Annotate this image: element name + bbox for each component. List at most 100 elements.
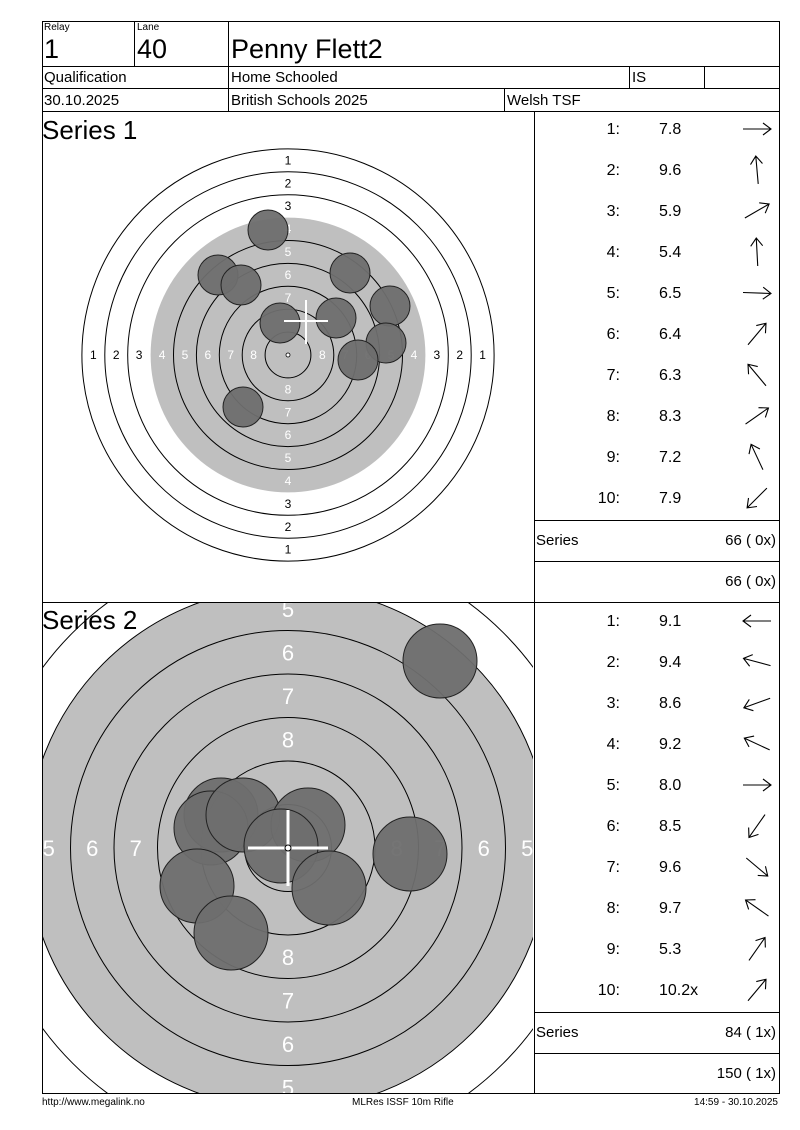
shot-hole [243,808,319,884]
shot-value: 9.7 [659,900,682,917]
direction-n-icon [750,155,763,184]
series-1-total: 66 ( 0x) [725,532,776,549]
series-2-total: 84 ( 1x) [725,1024,776,1041]
shot-value: 9.4 [659,654,682,671]
shot-value: 6.3 [659,367,682,384]
shot-hole [369,285,411,327]
shot-hole [402,623,478,699]
ring-label: 6 [282,640,294,665]
target-2-group: 4444555566667777888 [43,603,533,1093]
ring-label: 5 [285,245,292,259]
shot-hole [329,252,371,294]
ring-label: 5 [282,603,294,622]
ring-label: 3 [136,348,143,362]
date: 30.10.2025 [44,92,120,109]
shot-value: 9.6 [659,859,682,876]
series-2-title: Series 2 [42,605,138,635]
ring-label: 5 [282,1075,294,1093]
footer-timestamp: 14:59 - 30.10.2025 [694,1097,778,1108]
direction-se-icon [745,857,769,877]
ring-label: 1 [479,348,486,362]
ring-label: 8 [319,348,326,362]
ring-label: 7 [282,988,294,1013]
center-mark [284,844,292,852]
direction-ne-icon [748,936,766,961]
ring-label: 6 [285,268,292,282]
direction-e-icon [742,286,772,300]
direction-nw-icon [744,899,769,917]
ring-label: 6 [205,348,212,362]
ring-label: 6 [86,836,98,861]
target-2: 4444555566667777888 [43,603,533,1093]
ring-label: 7 [130,836,142,861]
shot-hole [193,895,269,971]
shooter-name: Penny Flett2 [231,34,383,64]
shot-number: 9: [606,941,620,958]
ring-label: 7 [285,405,292,419]
direction-ne-icon [744,202,770,219]
shot-value: 5.4 [659,244,682,261]
shot-value: 9.6 [659,162,682,179]
direction-ne-icon [747,978,767,1002]
ring-label: 5 [182,348,189,362]
target-1: 1111222233334444555566667777888 [81,148,495,562]
shot-number: 2: [606,162,620,179]
ring-label: 8 [285,382,292,396]
ring-6 [70,630,506,1066]
shot-hole [259,302,301,344]
shot-number: 6: [606,326,620,343]
ring-label: 6 [478,836,490,861]
direction-n-icon [750,237,764,267]
center-dot [285,352,291,358]
shot-number: 8: [606,900,620,917]
shot-number: 6: [606,818,620,835]
shot-value: 7.8 [659,121,682,138]
ring-label: 8 [282,727,294,752]
ring-label: 8 [250,348,257,362]
ring-label: 1 [285,543,292,557]
direction-ne-icon [747,322,767,346]
shot-value: 6.4 [659,326,682,343]
shot-number: 8: [606,408,620,425]
direction-e-icon [743,122,772,136]
shot-number: 9: [606,449,620,466]
footer-url[interactable]: http://www.megalink.no [42,1097,145,1108]
direction-w-icon [742,614,771,628]
shot-value: 8.6 [659,695,682,712]
ring-label: 5 [521,836,533,861]
direction-nw-icon [747,363,767,387]
shot-value: 5.9 [659,203,682,220]
series-2-running-total: 150 ( 1x) [716,1065,776,1082]
ring-label: 4 [285,474,292,488]
ring-label: 1 [90,348,97,362]
ring-label: 3 [434,348,441,362]
direction-nw-icon [748,443,764,470]
shot-number: 3: [606,203,620,220]
direction-nw-icon [743,735,770,751]
ring-label: 2 [113,348,120,362]
ring-7 [113,673,463,1023]
shot-value: 7.2 [659,449,682,466]
direction-e-icon [743,778,772,792]
ring-label: 4 [159,348,166,362]
shot-hole [220,264,262,306]
ring-label: 4 [411,348,418,362]
shot-hole [222,386,264,428]
shot-value: 10.2x [659,982,699,999]
shot-hole [315,297,357,339]
shot-hole [337,339,379,381]
ring-label: 2 [285,176,292,190]
direction-sw-icon [742,697,771,712]
event: British Schools 2025 [231,92,368,109]
shot-value: 8.5 [659,818,682,835]
shot-hole [372,816,448,892]
ring-label: 6 [285,428,292,442]
series-2-label: Series [536,1024,579,1041]
ring-label: 5 [43,836,55,861]
shot-value: 9.2 [659,736,682,753]
ring-label: 2 [456,348,463,362]
ring-label: 2 [285,520,292,534]
shot-number: 5: [606,285,620,302]
shot-number: 5: [606,777,620,794]
series-1-running-total: 66 ( 0x) [725,573,776,590]
